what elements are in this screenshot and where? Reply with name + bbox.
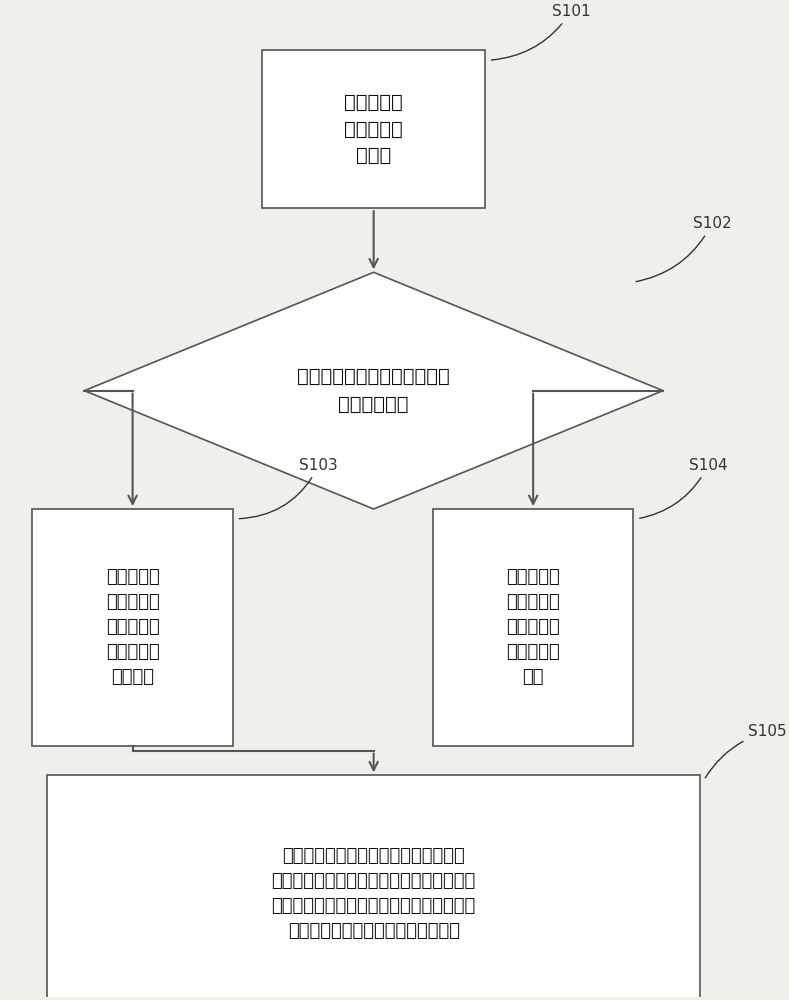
Text: S104: S104 [640,458,727,518]
Text: 使用预设算法根据当前驱动电机的电机
转速得到补偿扭矩；使用所述补偿扭矩对所
述需求扭矩进行补偿，得到输出扭矩；控制
所述驱动电机按照所述输出扭矩运行: 使用预设算法根据当前驱动电机的电机 转速得到补偿扭矩；使用所述补偿扭矩对所 述需… [271,847,476,940]
Text: S105: S105 [705,724,787,778]
Polygon shape [84,272,663,509]
FancyBboxPatch shape [32,509,233,746]
Text: 若需要对所
述需求扭矩
进行补偿，
则执行扭矩
补偿步骤: 若需要对所 述需求扭矩 进行补偿， 则执行扭矩 补偿步骤 [106,568,159,686]
FancyBboxPatch shape [47,775,700,1000]
FancyBboxPatch shape [263,50,485,208]
Text: S102: S102 [636,216,731,282]
Text: S101: S101 [492,4,590,60]
Text: 获取当前驱
动电机的需
求扭矩: 获取当前驱 动电机的需 求扭矩 [344,93,403,165]
Text: S103: S103 [239,458,338,519]
Text: 判断当前驱动电机的需求扭矩
是否需要补偿: 判断当前驱动电机的需求扭矩 是否需要补偿 [297,367,450,414]
Text: 否则，则控
制所述驱动
电机按照所
述需求扭矩
运行: 否则，则控 制所述驱动 电机按照所 述需求扭矩 运行 [507,568,560,686]
FancyBboxPatch shape [433,509,634,746]
